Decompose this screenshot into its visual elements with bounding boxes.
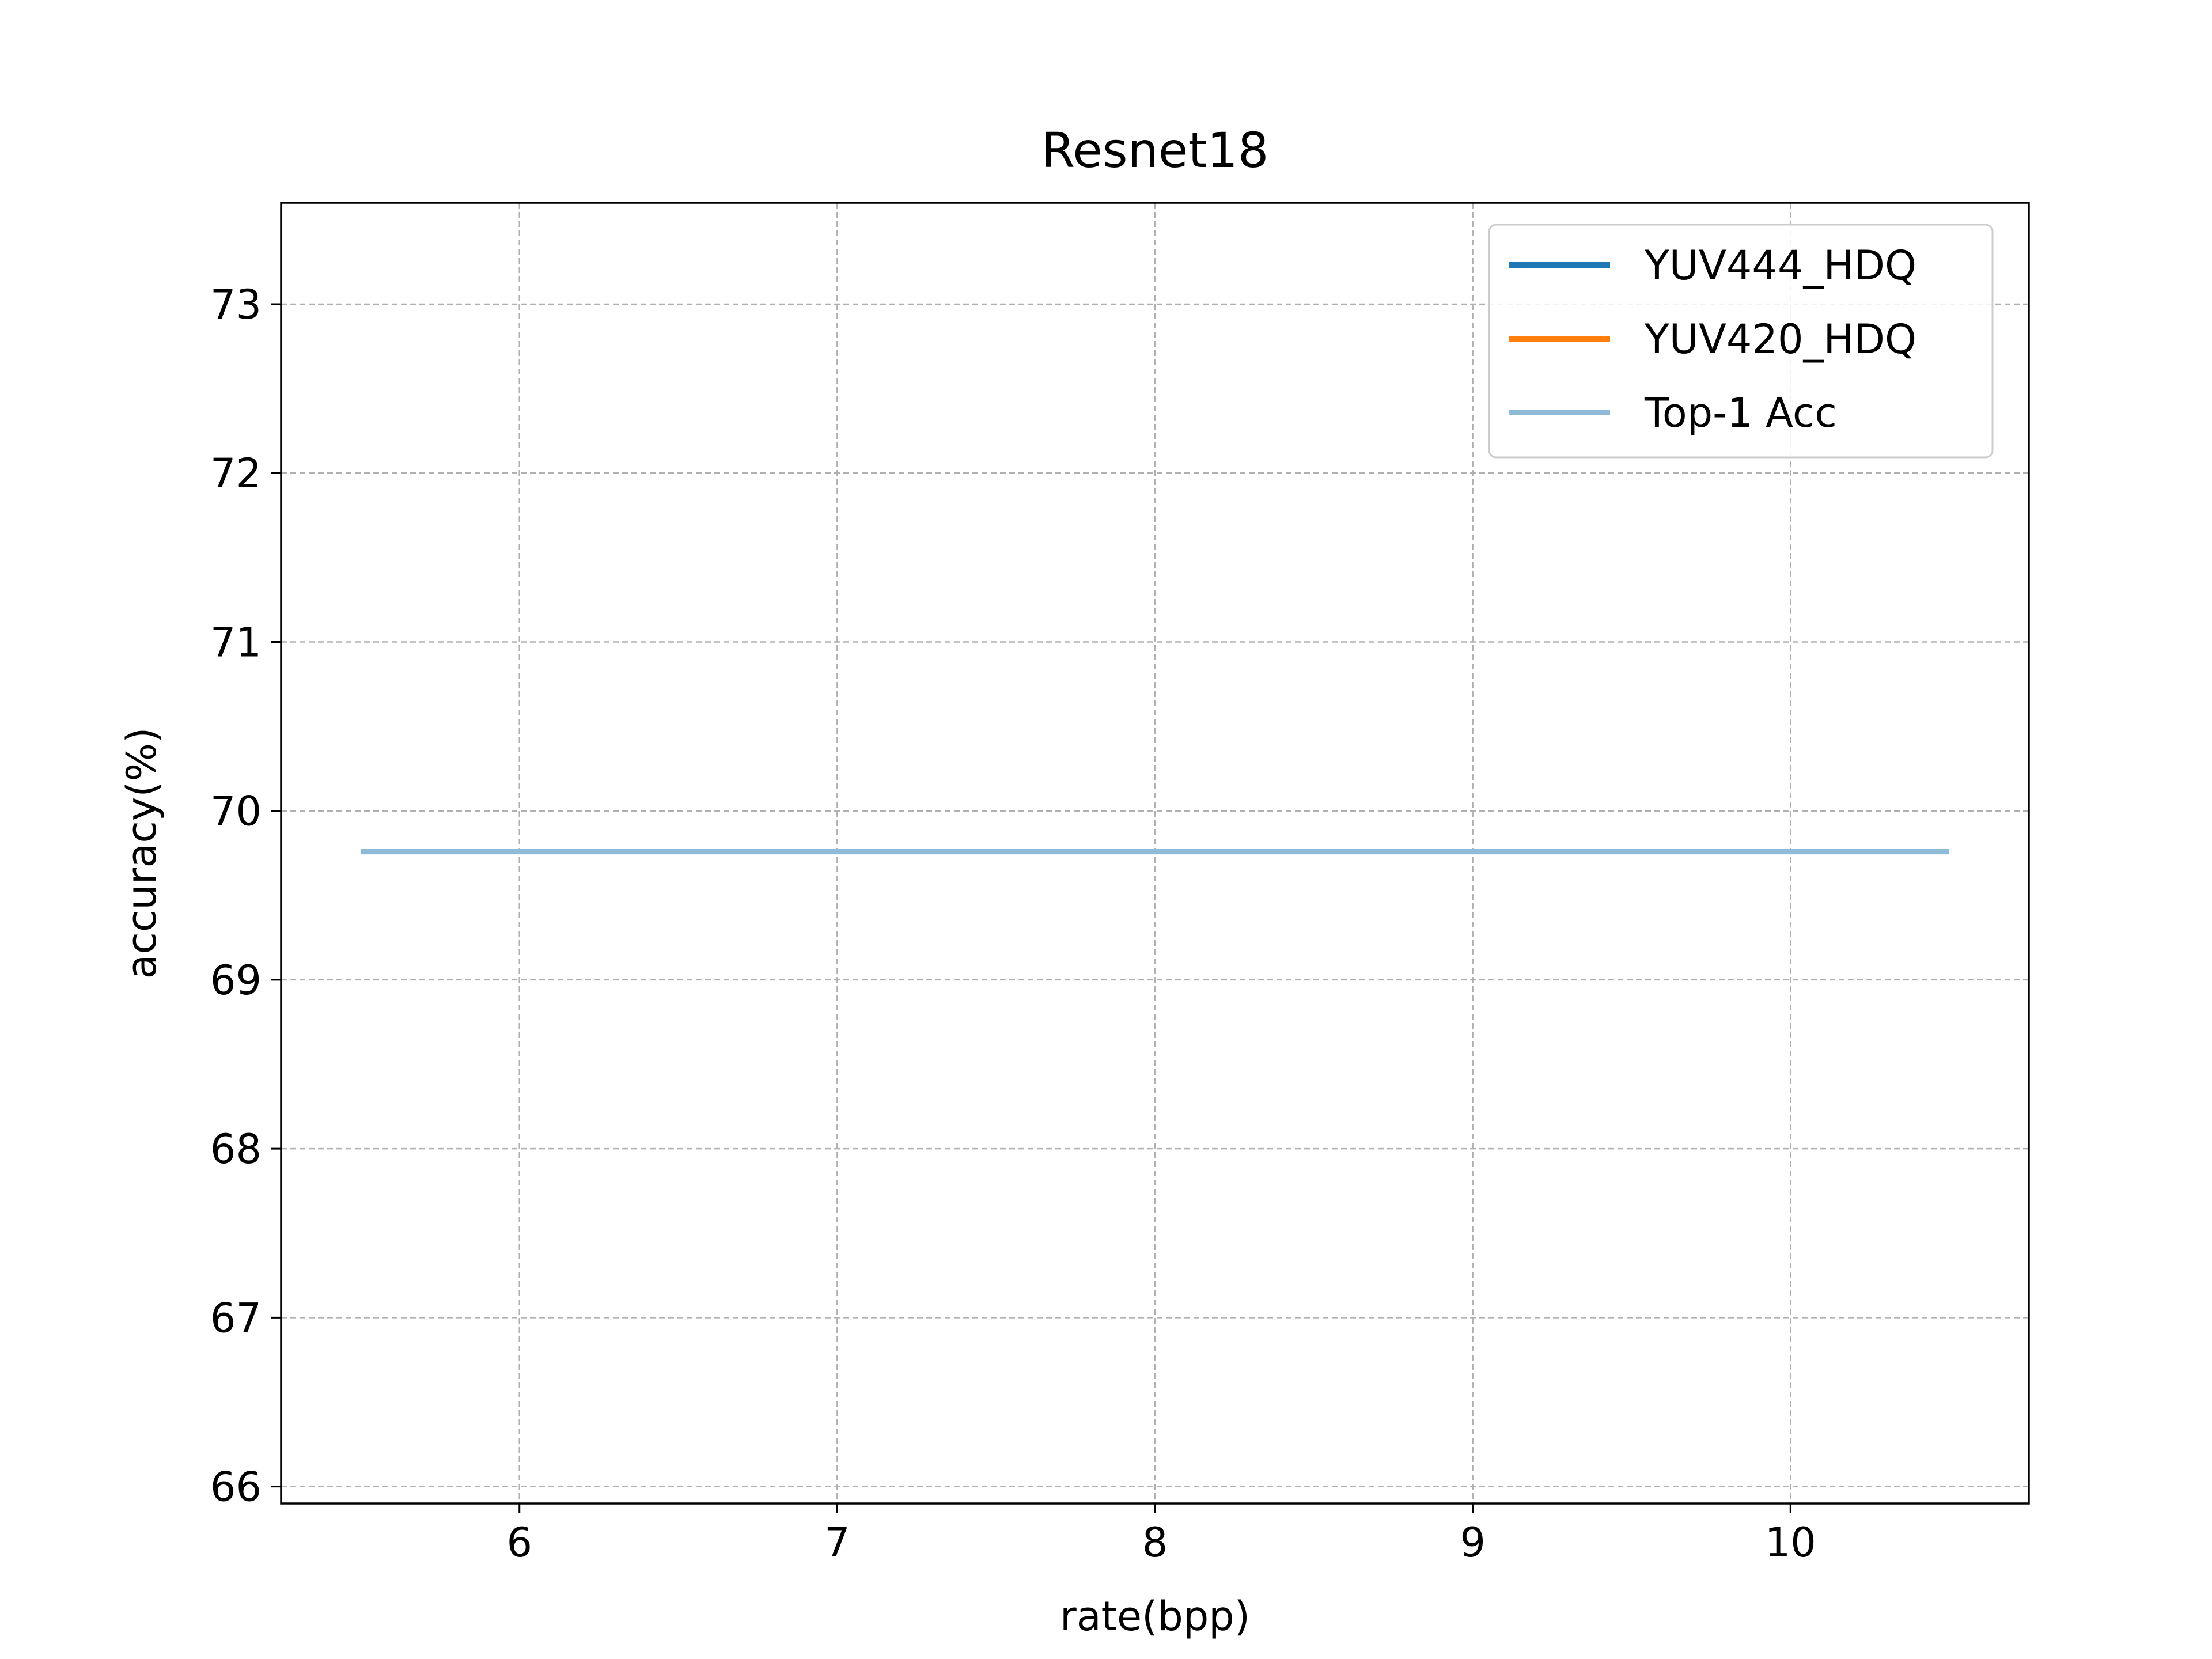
legend-box (1488, 224, 1994, 459)
x-tick-label: 8 (1142, 1519, 1168, 1566)
legend-entry-label: YUV420_HDQ (1644, 316, 1916, 363)
y-tick-label: 72 (210, 450, 262, 497)
legend-entry-label: Top-1 Acc (1644, 389, 1837, 437)
x-tick-label: 6 (506, 1519, 532, 1566)
x-tick-label: 10 (1765, 1519, 1816, 1566)
y-tick-label: 68 (210, 1126, 262, 1173)
x-tick-label: 7 (824, 1519, 850, 1566)
y-tick-label: 71 (210, 619, 262, 666)
chart-title: Resnet18 (1041, 122, 1269, 179)
legend: YUV444_HDQ YUV420_HDQ Top-1 Acc (1488, 224, 1994, 459)
y-axis-label: accuracy(%) (118, 728, 165, 979)
y-tick-label: 66 (210, 1464, 262, 1511)
y-tick-label: 73 (210, 281, 262, 328)
x-tick-label: 9 (1460, 1519, 1486, 1566)
x-axis-label: rate(bpp) (1060, 1593, 1250, 1640)
y-tick-label: 70 (210, 788, 262, 835)
y-tick-label: 69 (210, 957, 262, 1004)
legend-entry-label: YUV444_HDQ (1644, 242, 1916, 289)
y-tick-label: 67 (210, 1294, 262, 1342)
